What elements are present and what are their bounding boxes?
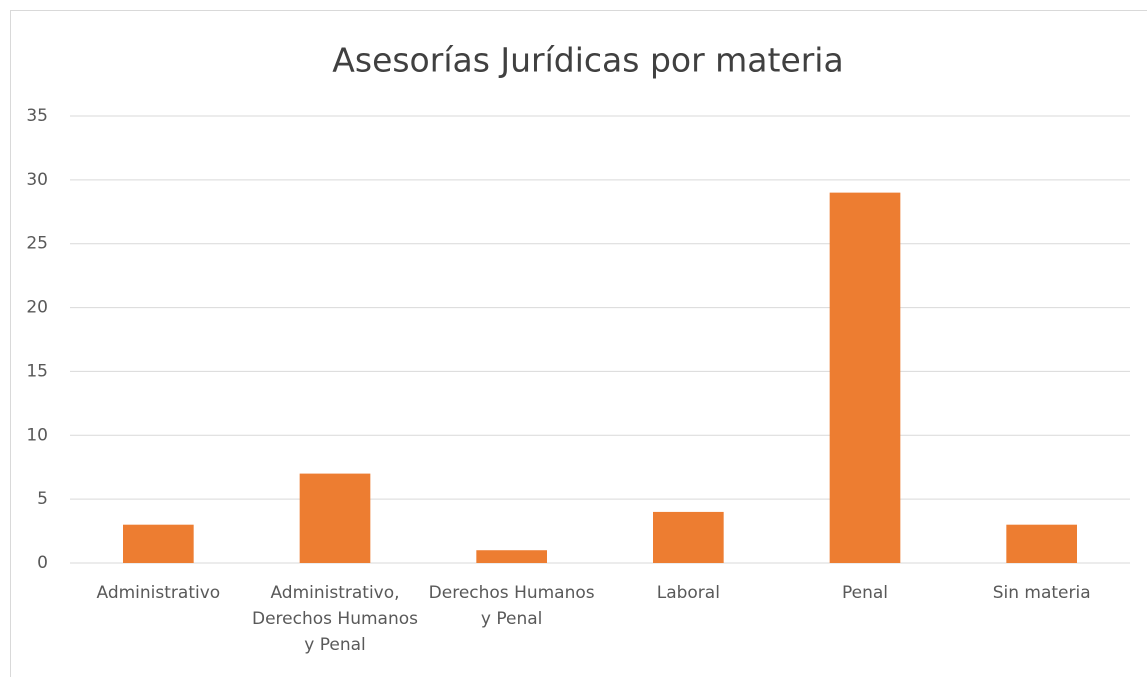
x-tick-label: Administrativo, Derechos Humanos y Penal	[252, 583, 418, 655]
x-tick-label: Derechos Humanos y Penal	[428, 583, 595, 629]
x-tick-label: Administrativo	[96, 583, 221, 603]
y-tick-label: 0	[37, 553, 48, 573]
bar	[1006, 524, 1077, 563]
x-tick-label: Laboral	[656, 583, 720, 603]
bar	[123, 524, 194, 563]
bar	[829, 192, 901, 563]
y-tick-label: 5	[37, 489, 48, 509]
bar	[653, 511, 724, 563]
x-tick-label: Sin materia	[992, 583, 1091, 603]
y-tick-label: 15	[26, 361, 48, 381]
bar	[476, 550, 547, 563]
x-tick-label: Penal	[841, 583, 889, 603]
y-tick-label: 30	[26, 170, 48, 190]
bar	[299, 473, 371, 563]
y-tick-label: 20	[26, 298, 48, 318]
chart-border	[10, 10, 1147, 677]
y-tick-label: 10	[26, 425, 48, 445]
chart-title: Asesorías Jurídicas por materia	[332, 41, 843, 80]
y-tick-label: 35	[26, 106, 48, 126]
y-tick-label: 25	[26, 234, 48, 254]
